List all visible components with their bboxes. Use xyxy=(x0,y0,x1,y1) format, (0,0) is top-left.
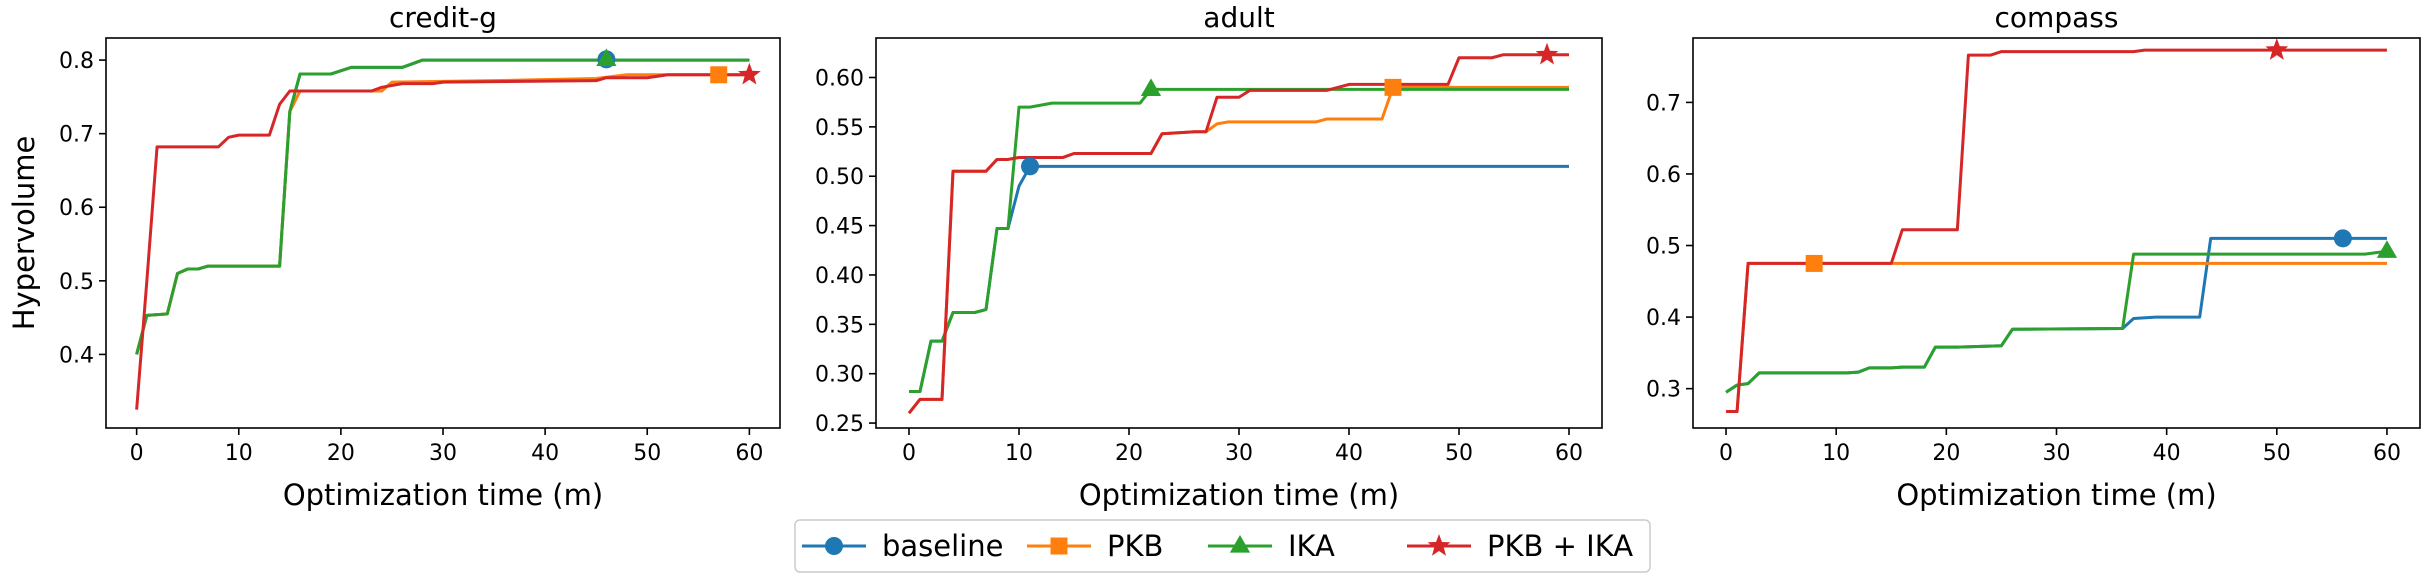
series-line-baseline xyxy=(1725,236,2387,394)
plot-frame xyxy=(875,37,1603,429)
marker-ika xyxy=(2376,240,2398,258)
legend-entry-pkb: PKB xyxy=(1027,529,1163,563)
y-tick-label: 0.6 xyxy=(1646,163,1681,188)
marker-pkb-ika xyxy=(2265,38,2289,60)
panels-layer: credit-g 0 10 20 30 40 50 60 0.4 0.5 0.6 0.7 0.8 Opti… xyxy=(7,1,2421,512)
legend-entry-ika: IKA xyxy=(1208,529,1335,563)
panel-title: adult xyxy=(1203,1,1274,34)
panel-title: credit-g xyxy=(389,1,497,34)
x-tick-label: 0 xyxy=(902,441,916,466)
y-tick-label: 0.7 xyxy=(1646,91,1681,116)
x-tick-label: 10 xyxy=(1822,441,1850,466)
x-tick-label: 40 xyxy=(1335,441,1363,466)
panel-credit-g: credit-g 0 10 20 30 40 50 60 0.4 0.5 0.6 0.7 0.8 Opti… xyxy=(7,1,781,512)
series-line-pkb xyxy=(907,85,1569,415)
plot-frame xyxy=(1692,37,2421,429)
series-line-pkb-ika xyxy=(135,73,750,410)
x-tick-label: 40 xyxy=(2153,441,2181,466)
legend-label: PKB + IKA xyxy=(1487,529,1633,563)
series-lines xyxy=(135,58,750,410)
y-tick-label: 0.8 xyxy=(59,49,94,74)
marker-ika xyxy=(1140,78,1162,96)
y-tick-label: 0.5 xyxy=(59,270,94,295)
marker-pkb xyxy=(710,66,728,84)
series-lines xyxy=(1725,48,2388,414)
plot-frame xyxy=(105,37,781,429)
y-tick-label: 0.60 xyxy=(815,66,864,91)
x-tick-label: 20 xyxy=(1932,441,1960,466)
panel-adult: adult 0 10 20 30 40 50 60 0.25 0.30 0.35 0.40 0.45 0.… xyxy=(815,1,1603,512)
legend-marker-ika xyxy=(1229,535,1251,553)
x-axis-label: Optimization time (m) xyxy=(1896,478,2216,512)
legend-label: PKB xyxy=(1107,529,1163,563)
legend-label: baseline xyxy=(882,529,1003,563)
legend-marker-pkb-ika xyxy=(1427,534,1451,556)
x-tick-label: 20 xyxy=(327,441,355,466)
x-axis-label: Optimization time (m) xyxy=(283,478,603,512)
series-markers xyxy=(596,48,761,85)
marker-baseline xyxy=(2333,229,2352,248)
series-line-pkb xyxy=(1726,261,2387,414)
x-tick-label: 30 xyxy=(1225,441,1253,466)
x-tick-label: 50 xyxy=(1445,441,1473,466)
x-tick-label: 60 xyxy=(1555,441,1583,466)
x-tick-label: 30 xyxy=(429,441,457,466)
series-line-ika xyxy=(1725,249,2388,394)
series-line-baseline xyxy=(135,58,750,355)
series-line-baseline xyxy=(909,164,1569,393)
series-line-ika xyxy=(135,58,750,355)
series-markers xyxy=(1021,42,1559,176)
y-tick-label: 0.5 xyxy=(1646,235,1681,260)
legend-marker-baseline xyxy=(825,537,843,555)
x-tick-label: 50 xyxy=(2263,441,2291,466)
y-tick-label: 0.55 xyxy=(815,116,864,141)
legend-entry-pkb-ika: PKB + IKA xyxy=(1407,529,1633,563)
panel-compass: compass 0 10 20 30 40 50 60 0.3 0.4 0.5 0.6 0.7 Optim… xyxy=(1646,1,2421,512)
x-tick-label: 0 xyxy=(1719,441,1733,466)
marker-baseline xyxy=(1021,157,1039,176)
x-tick-label: 20 xyxy=(1115,441,1143,466)
panel-title: compass xyxy=(1995,1,2119,34)
y-tick-label: 0.4 xyxy=(59,343,94,368)
y-tick-label: 0.6 xyxy=(59,196,94,221)
y-tick-label: 0.4 xyxy=(1646,306,1681,331)
x-tick-label: 60 xyxy=(735,441,763,466)
legend: baseline PKB IKA PKB + IKA xyxy=(794,519,1651,573)
series-lines xyxy=(907,53,1569,415)
legend-label: IKA xyxy=(1288,529,1335,563)
marker-pkb xyxy=(1384,78,1402,96)
legend-marker-pkb xyxy=(1050,537,1068,555)
y-tick-label: 0.40 xyxy=(815,264,864,289)
x-tick-label: 10 xyxy=(225,441,253,466)
y-tick-label: 0.7 xyxy=(59,123,94,148)
x-axis-label: Optimization time (m) xyxy=(1079,478,1399,512)
x-tick-label: 10 xyxy=(1005,441,1033,466)
series-line-ika xyxy=(909,87,1569,393)
y-tick-label: 0.30 xyxy=(815,363,864,388)
series-line-pkb-ika xyxy=(1726,48,2387,414)
x-tick-label: 40 xyxy=(531,441,559,466)
series-line-pkb-ika xyxy=(907,53,1569,415)
y-tick-label: 0.3 xyxy=(1646,378,1681,403)
series-line-pkb xyxy=(135,73,750,355)
marker-pkb-ika xyxy=(737,62,761,85)
x-tick-label: 30 xyxy=(2043,441,2071,466)
x-tick-label: 60 xyxy=(2373,441,2401,466)
x-tick-label: 0 xyxy=(130,441,144,466)
marker-pkb-ika xyxy=(1535,42,1559,65)
y-tick-label: 0.25 xyxy=(815,412,864,437)
y-tick-label: 0.35 xyxy=(815,313,864,338)
y-tick-label: 0.45 xyxy=(815,215,864,240)
marker-ika xyxy=(596,48,617,66)
marker-pkb xyxy=(1805,254,1823,272)
y-tick-label: 0.50 xyxy=(815,165,864,190)
legend-entry-baseline: baseline xyxy=(802,529,1003,563)
series-markers xyxy=(1805,38,2398,272)
x-tick-label: 50 xyxy=(633,441,661,466)
y-axis-label: Hypervolume xyxy=(7,136,41,331)
